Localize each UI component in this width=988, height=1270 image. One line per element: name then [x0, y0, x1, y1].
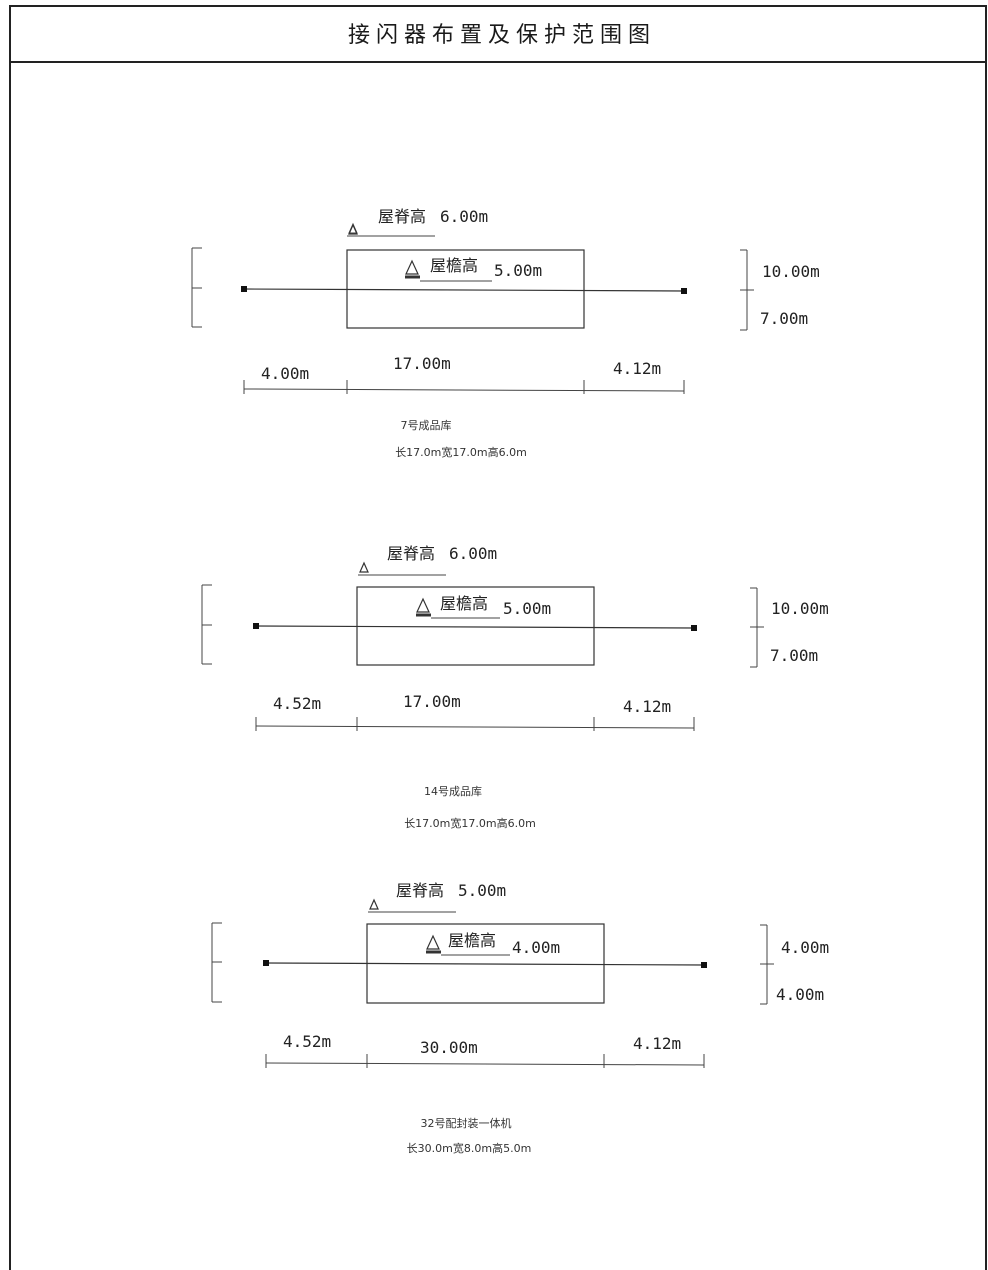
- right-terminal-dot: [681, 288, 687, 294]
- ridge-label: 屋脊高: [378, 207, 426, 226]
- caption-size: 长17.0m宽17.0m高6.0m: [404, 816, 536, 830]
- ridge-height: 6.00m: [440, 207, 488, 226]
- dim-mid: 17.00m: [393, 354, 451, 373]
- diagram-packaging-machine-32: 屋脊高 5.00m 屋檐高 4.00m 4.00m 4.00m 4.52m 30…: [211, 881, 829, 1155]
- right-upper-dim: 4.00m: [781, 938, 829, 957]
- air-terminal-line: [255, 625, 695, 629]
- caption-name: 32号配封装一体机: [421, 1116, 512, 1130]
- right-upper-dim: 10.00m: [771, 599, 829, 618]
- eave-marker-icon: [405, 259, 419, 275]
- caption-size: 长17.0m宽17.0m高6.0m: [395, 445, 527, 459]
- eave-height: 5.00m: [494, 261, 542, 280]
- left-terminal-dot: [253, 623, 259, 629]
- dim-left: 4.52m: [273, 694, 321, 713]
- dim-right: 4.12m: [623, 697, 671, 716]
- air-terminal-line: [243, 288, 685, 292]
- eave-height: 4.00m: [512, 938, 560, 957]
- caption-name: 7号成品库: [401, 419, 452, 432]
- right-lower-dim: 4.00m: [776, 985, 824, 1004]
- sheet-border: [9, 5, 987, 1270]
- eave-marker-icon: [416, 597, 430, 613]
- eave-height: 5.00m: [503, 599, 551, 618]
- right-upper-dim: 10.00m: [762, 262, 820, 281]
- ridge-label: 屋脊高: [396, 881, 444, 900]
- drawing-title: 接闪器布置及保护范围图: [348, 23, 656, 48]
- dim-right: 4.12m: [613, 359, 661, 378]
- right-lower-dim: 7.00m: [760, 309, 808, 328]
- right-lower-dim: 7.00m: [770, 646, 818, 665]
- caption-name: 14号成品库: [424, 785, 482, 798]
- ridge-marker-icon: [359, 561, 369, 573]
- right-terminal-dot: [691, 625, 697, 631]
- right-terminal-dot: [701, 962, 707, 968]
- diagram-warehouse-14: 屋脊高 6.00m 屋檐高 5.00m 10.00m 7.00m 4.52m 1…: [201, 544, 829, 830]
- bottom-dimension-line: [265, 1062, 705, 1066]
- dim-right: 4.12m: [633, 1034, 681, 1053]
- left-terminal-dot: [241, 286, 247, 292]
- eave-label: 屋檐高: [440, 594, 488, 613]
- diagram-warehouse-7: 屋脊高 6.00m 屋檐高 5.00m 10.00m 7.00m 4.00m: [191, 207, 820, 459]
- eave-marker-icon: [426, 934, 440, 950]
- dim-left: 4.00m: [261, 364, 309, 383]
- eave-label: 屋檐高: [430, 256, 478, 275]
- air-terminal-line: [265, 962, 705, 966]
- ridge-height: 6.00m: [449, 544, 497, 563]
- dim-mid: 17.00m: [403, 692, 461, 711]
- ridge-marker-icon: [348, 223, 358, 235]
- bottom-dimension-line: [243, 388, 685, 392]
- left-terminal-dot: [263, 960, 269, 966]
- ridge-height: 5.00m: [458, 881, 506, 900]
- dim-left: 4.52m: [283, 1032, 331, 1051]
- dim-mid: 30.00m: [420, 1038, 478, 1057]
- ridge-marker-icon: [369, 898, 379, 910]
- bottom-dimension-line: [255, 725, 695, 729]
- ridge-label: 屋脊高: [387, 544, 435, 563]
- eave-label: 屋檐高: [448, 931, 496, 950]
- caption-size: 长30.0m宽8.0m高5.0m: [407, 1141, 532, 1155]
